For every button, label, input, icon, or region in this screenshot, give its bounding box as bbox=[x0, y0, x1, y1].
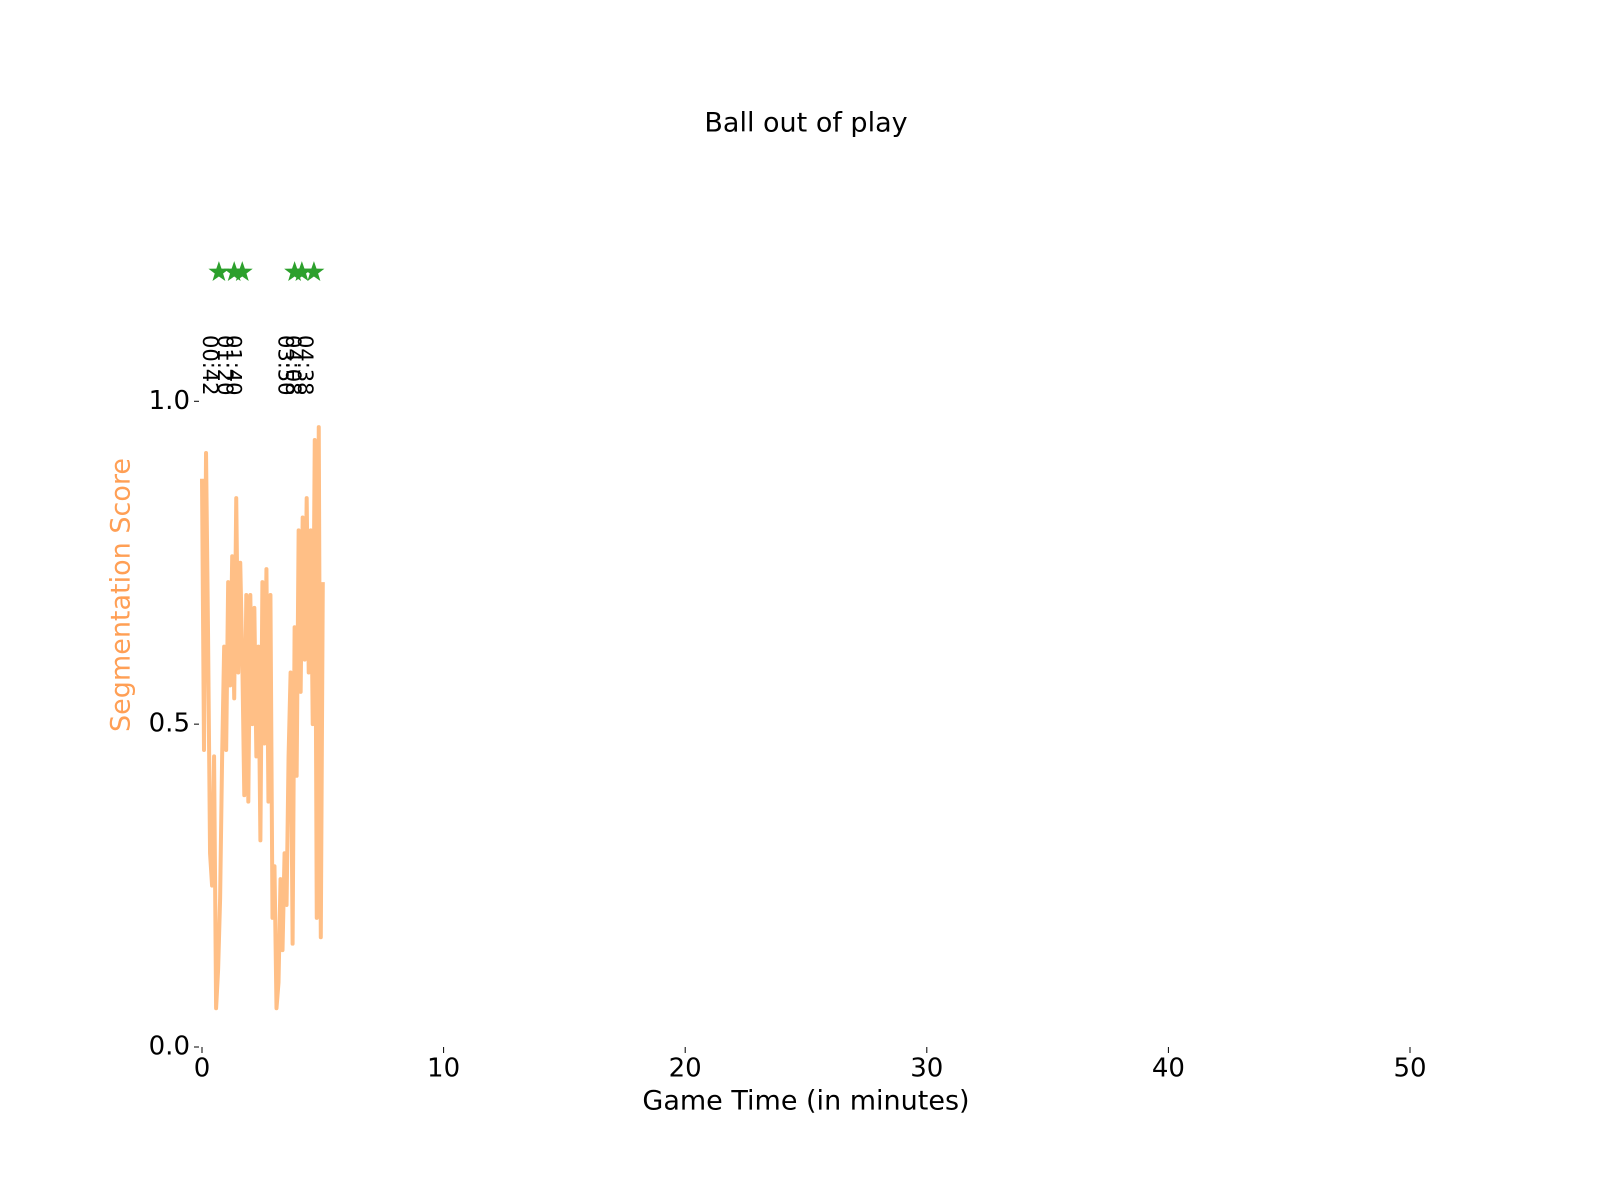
x-tick-label: 20 bbox=[669, 1054, 702, 1084]
event-star bbox=[303, 261, 325, 282]
x-axis-label: Game Time (in minutes) bbox=[642, 1086, 969, 1117]
chart-title: Ball out of play bbox=[704, 108, 907, 139]
x-tick-label: 50 bbox=[1393, 1054, 1426, 1084]
event-label: 04:38 bbox=[293, 335, 317, 396]
x-tick-label: 30 bbox=[910, 1054, 943, 1084]
y-axis-label: Segmentation Score bbox=[106, 458, 137, 732]
event-label: 01:20 bbox=[213, 335, 237, 396]
event-star bbox=[208, 261, 230, 282]
x-tick-label: 10 bbox=[427, 1054, 460, 1084]
event-label: 01:40 bbox=[221, 335, 245, 396]
y-tick-label: 0.5 bbox=[149, 709, 190, 739]
event-label: 00:42 bbox=[198, 335, 222, 396]
score-line bbox=[200, 425, 325, 1011]
y-tick-label: 1.0 bbox=[149, 386, 190, 416]
event-star bbox=[291, 261, 313, 282]
y-tick-label: 0.0 bbox=[149, 1032, 190, 1062]
event-star bbox=[223, 261, 245, 282]
event-label: 03:50 bbox=[274, 335, 298, 396]
x-tick-label: 40 bbox=[1152, 1054, 1185, 1084]
event-label: 04:08 bbox=[281, 335, 305, 396]
x-tick-label: 0 bbox=[194, 1054, 211, 1084]
event-star bbox=[231, 261, 253, 282]
